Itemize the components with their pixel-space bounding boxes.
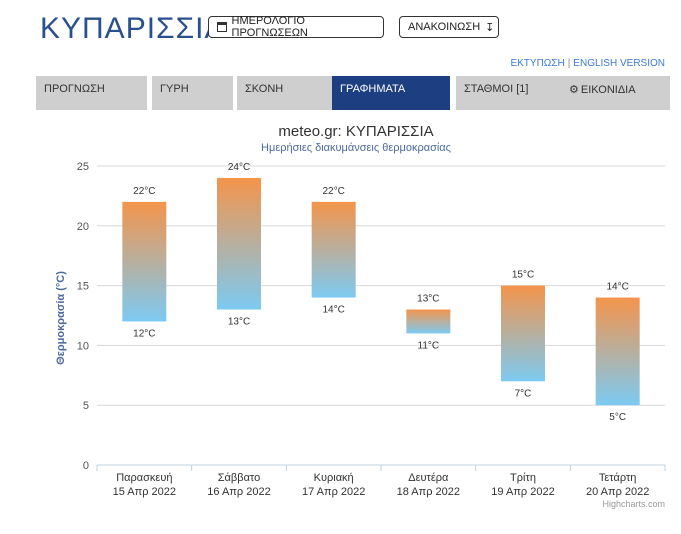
temperature-range-bar: [595, 297, 640, 406]
low-temp-label: 7°C: [515, 388, 532, 399]
temperature-range-bar: [501, 285, 545, 382]
main-tabs: ΠΡΟΓΝΩΣΗ ΓΥΡΗ ΣΚΟΝΗ ΓΡΑΦΗΜΑΤΑ ΣΤΑΘΜΟΙ [1…: [36, 76, 670, 110]
high-temp-label: 24°C: [228, 162, 250, 173]
x-tick-date-label: 15 Απρ 2022: [113, 486, 176, 498]
tab-label: ΣΚΟΝΗ: [245, 83, 284, 95]
y-tick-label: 10: [77, 340, 89, 352]
announcement-button[interactable]: ΑΝΑΚΟΙΝΩΣΗ ↧: [399, 16, 499, 38]
gear-icon: ⚙: [569, 84, 579, 96]
x-tick-date-label: 20 Απρ 2022: [586, 486, 649, 498]
print-link[interactable]: ΕΚΤΥΠΩΣΗ: [510, 58, 565, 69]
temperature-chart: meteo.gr: ΚΥΠΑΡΙΣΣΙΑ Ημερήσιες διακυμάνσ…: [55, 123, 666, 509]
temperature-range-bar: [122, 201, 167, 322]
x-tick-day-label: Τρίτη: [510, 472, 536, 484]
y-tick-label: 0: [83, 460, 89, 472]
low-temp-label: 5°C: [609, 412, 626, 423]
tab-label: ΓΡΑΦΗΜΑΤΑ: [340, 83, 406, 95]
tab-label: ΕΙΚΟΝΙΔΙΑ: [580, 84, 636, 96]
x-tick-day-label: Σάββατο: [218, 472, 260, 484]
bars-layer: [122, 177, 640, 406]
y-tick-label: 15: [77, 281, 89, 293]
link-separator: |: [567, 58, 571, 69]
english-version-link[interactable]: ENGLISH VERSION: [573, 58, 665, 69]
x-tick-day-label: Παρασκευή: [116, 472, 172, 484]
high-temp-label: 22°C: [322, 186, 344, 197]
tab-label: ΣΤΑΘΜΟΙ [1]: [464, 83, 529, 95]
high-temp-label: 15°C: [512, 270, 534, 281]
chart-title: meteo.gr: ΚΥΠΑΡΙΣΣΙΑ: [278, 123, 433, 140]
x-tick-date-label: 16 Απρ 2022: [207, 486, 270, 498]
calendar-icon: [217, 22, 227, 32]
high-temp-label: 13°C: [417, 294, 439, 305]
temperature-range-bar: [406, 309, 451, 334]
temperature-range-bar: [217, 177, 261, 310]
high-temp-label: 14°C: [606, 282, 628, 293]
x-tick-date-label: 17 Απρ 2022: [302, 486, 365, 498]
announcement-label: ΑΝΑΚΟΙΝΩΣΗ: [408, 21, 481, 33]
credits-link[interactable]: Highcharts.com: [602, 499, 665, 509]
arrow-down-icon: ↧: [485, 21, 495, 34]
x-tick-day-label: Δευτέρα: [408, 472, 449, 484]
low-temp-label: 12°C: [133, 328, 155, 339]
low-temp-label: 13°C: [228, 317, 250, 328]
labels-layer: 22°C 12°C Παρασκευή 15 Απρ 2022 24°C 13°C Σάββ…: [113, 162, 650, 498]
tab-forecast[interactable]: ΠΡΟΓΝΩΣΗ: [36, 76, 147, 110]
forecast-calendar-label: ΗΜΕΡΟΛΟΓΙΟ ΠΡΟΓΝΩΣΕΩΝ: [231, 15, 308, 39]
forecast-calendar-button[interactable]: ΗΜΕΡΟΛΟΓΙΟ ΠΡΟΓΝΩΣΕΩΝ: [208, 15, 384, 39]
x-tick-date-label: 19 Απρ 2022: [491, 486, 554, 498]
y-tick-label: 20: [77, 221, 89, 233]
tab-stations[interactable]: ΣΤΑΘΜΟΙ [1]: [456, 76, 564, 110]
y-tick-label: 25: [77, 161, 89, 173]
tab-charts[interactable]: ΓΡΑΦΗΜΑΤΑ: [332, 76, 450, 110]
top-links: ΕΚΤΥΠΩΣΗ | ENGLISH VERSION: [510, 58, 665, 69]
x-tick-day-label: Κυριακή: [314, 472, 354, 484]
tab-pollen[interactable]: ΓΥΡΗ: [152, 76, 233, 110]
tab-icons[interactable]: ⚙ ΕΙΚΟΝΙΔΙΑ: [561, 76, 670, 110]
temperature-range-bar: [311, 201, 356, 298]
high-temp-label: 22°C: [133, 186, 155, 197]
x-tick-day-label: Τετάρτη: [599, 472, 637, 484]
low-temp-label: 14°C: [322, 305, 344, 316]
y-tick-label: 5: [83, 400, 89, 412]
x-tick-date-label: 18 Απρ 2022: [397, 486, 460, 498]
tab-label: ΓΥΡΗ: [160, 83, 189, 95]
tab-label: ΠΡΟΓΝΩΣΗ: [44, 83, 105, 95]
low-temp-label: 11°C: [418, 340, 440, 351]
y-axis-label: Θερμοκρασία (°C): [55, 271, 67, 365]
city-title: ΚΥΠΑΡΙΣΣΙΑ: [40, 12, 226, 45]
grid-layer: 0 5 10 15 20 25: [77, 161, 666, 472]
chart-subtitle: Ημερήσιες διακυμάνσεις θερμοκρασίας: [261, 142, 451, 154]
